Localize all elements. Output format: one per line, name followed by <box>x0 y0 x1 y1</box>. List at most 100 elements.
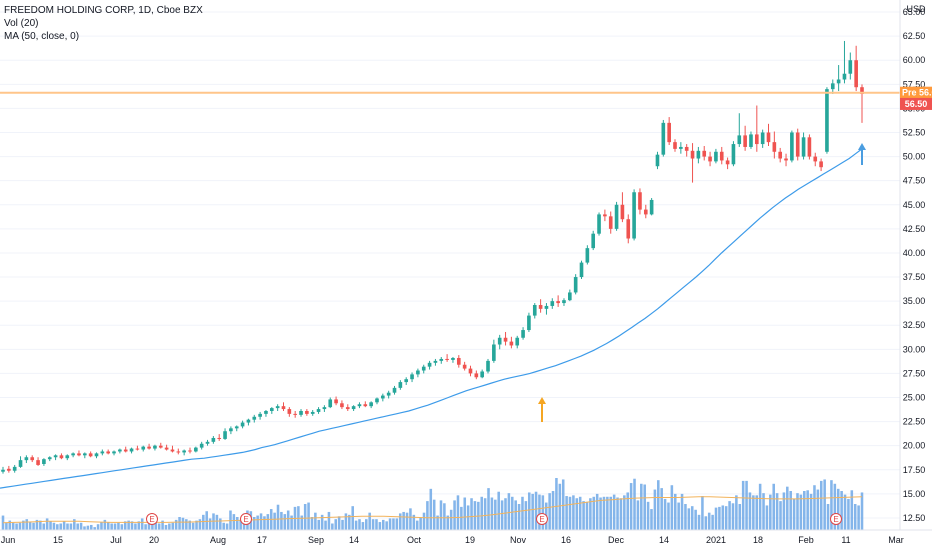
volume-bar <box>572 495 575 530</box>
candle-body <box>188 450 192 452</box>
candle-body <box>281 406 286 410</box>
volume-bar <box>259 513 263 530</box>
volume-bar <box>663 498 667 530</box>
volume-bar <box>616 497 619 530</box>
candle-body <box>275 406 280 409</box>
volume-bar <box>191 522 195 530</box>
volume-bar <box>680 493 684 530</box>
candle <box>638 188 642 215</box>
earnings-event-label: E <box>149 515 154 524</box>
time-tick-label: 16 <box>561 535 571 545</box>
candle-body <box>439 358 444 361</box>
volume-bar <box>79 522 83 530</box>
candle-body <box>357 404 362 407</box>
volume-bar <box>765 505 769 530</box>
volume-bar <box>653 489 657 530</box>
volume-bar <box>779 501 782 530</box>
volume-bar <box>548 493 551 530</box>
volume-bar <box>415 520 419 530</box>
volume-bar <box>707 512 711 530</box>
candle-body <box>801 137 806 157</box>
volume-bar <box>589 498 592 530</box>
volume-bar <box>497 491 500 530</box>
candle <box>579 260 584 279</box>
candle-body <box>334 399 338 404</box>
time-axis[interactable]: Jun 15 Jul 20 Aug 17 Sep 14 Oct 19 Nov 16 Dec 14 2021 1… <box>0 529 932 545</box>
candle-body <box>264 410 268 414</box>
volume-bar <box>786 486 789 530</box>
candle <box>30 455 35 463</box>
candle-body <box>18 460 23 467</box>
volume-bar <box>219 518 222 530</box>
volume-bar <box>25 519 29 530</box>
volume-bar <box>103 519 107 530</box>
volume-bar <box>368 512 371 530</box>
candle <box>585 245 590 265</box>
candle-body <box>240 422 245 427</box>
candle-body <box>451 357 455 360</box>
volume-bar <box>178 517 181 530</box>
volume-bar <box>348 514 351 530</box>
volume-bar <box>796 493 799 530</box>
candle-body <box>661 122 666 155</box>
volume-bar <box>507 493 511 530</box>
candle <box>334 396 338 406</box>
price-axis[interactable]: 12.50 15.00 17.50 20.00 22.50 25.00 27.50 30.00… <box>899 0 926 530</box>
volume-bar <box>96 524 100 530</box>
candle-body <box>492 344 496 361</box>
candle <box>532 303 537 319</box>
volume-bar <box>419 517 422 530</box>
time-tick-label: Jun <box>1 535 16 545</box>
volume-bar <box>266 514 270 530</box>
candle <box>164 444 169 451</box>
volume-bar <box>819 480 823 530</box>
time-tick-label: Sep <box>308 535 324 545</box>
volume-bar <box>731 503 735 530</box>
candle <box>141 445 146 452</box>
candle-body <box>836 79 841 84</box>
candle-body <box>246 419 251 423</box>
candle <box>416 368 420 378</box>
volume-bar <box>300 515 304 530</box>
candle-body <box>416 370 420 375</box>
volume-bar <box>49 521 52 530</box>
candle <box>392 385 397 395</box>
price-tick-label: 27.50 <box>903 368 926 378</box>
candle-body <box>579 262 584 278</box>
candle <box>690 143 695 183</box>
candle-body <box>194 447 198 452</box>
candle-body <box>293 413 297 415</box>
price-tick-label: 52.50 <box>903 128 926 138</box>
candle <box>854 45 858 92</box>
volume-bar <box>205 511 208 530</box>
moving-average-line <box>0 148 863 489</box>
volume-bar <box>636 500 640 530</box>
candle <box>246 418 251 426</box>
candle <box>527 312 531 332</box>
time-tick-label: Mar <box>888 535 904 545</box>
candle-body <box>170 449 175 452</box>
volume-bar <box>504 498 507 530</box>
candle-body <box>77 453 81 456</box>
candle <box>667 117 671 146</box>
candle <box>737 113 742 147</box>
candle-body <box>316 409 321 412</box>
candle <box>702 145 707 161</box>
volume-bar <box>134 523 137 530</box>
candle <box>199 441 204 450</box>
candle-body <box>234 426 239 429</box>
candle-body <box>299 410 303 415</box>
candle-body <box>655 154 660 167</box>
candle-body <box>421 366 426 371</box>
candle-body <box>106 451 110 454</box>
volume-bar <box>799 494 803 530</box>
candle <box>597 212 601 236</box>
candle-body <box>527 315 531 331</box>
volume-bar <box>626 492 630 530</box>
volume-bar <box>280 511 283 530</box>
candle-body <box>649 199 654 215</box>
volume-bar <box>354 520 358 530</box>
candle-body <box>743 135 747 147</box>
